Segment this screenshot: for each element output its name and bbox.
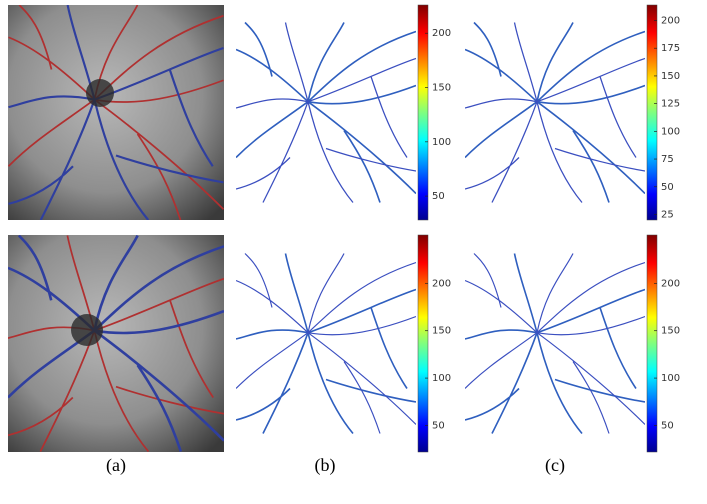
vessel-map xyxy=(236,235,416,452)
colorbar-tick-label: 50 xyxy=(661,420,674,431)
colorbar-tick-label: 125 xyxy=(661,99,680,110)
colorbar xyxy=(417,234,429,453)
panel-label: (c) xyxy=(545,455,565,476)
vessel-map xyxy=(236,5,416,220)
fundus-image xyxy=(8,5,224,220)
colorbar-tick-label: 75 xyxy=(661,154,674,165)
colorbar-tick-label: 200 xyxy=(432,278,451,289)
colorbar-tick-label: 100 xyxy=(661,373,680,384)
colorbar-tick-label: 50 xyxy=(432,191,445,202)
colorbar xyxy=(646,4,658,221)
panel-label: (a) xyxy=(106,455,126,476)
colorbar-tick-label: 200 xyxy=(432,28,451,39)
colorbar-tick-label: 150 xyxy=(661,326,680,337)
vessel-map xyxy=(465,235,645,452)
fundus-image xyxy=(8,235,224,452)
panel-label: (b) xyxy=(315,455,336,476)
colorbar-tick-label: 150 xyxy=(432,326,451,337)
colorbar-tick-label: 50 xyxy=(661,182,674,193)
colorbar-tick-label: 100 xyxy=(661,126,680,137)
colorbar-tick-label: 100 xyxy=(432,373,451,384)
colorbar-tick-label: 100 xyxy=(432,137,451,148)
colorbar-tick-label: 200 xyxy=(661,278,680,289)
colorbar-tick-label: 50 xyxy=(432,420,445,431)
colorbar-tick-label: 200 xyxy=(661,16,680,27)
colorbar-tick-label: 150 xyxy=(661,71,680,82)
colorbar-tick-label: 175 xyxy=(661,43,680,54)
vessel-map xyxy=(465,5,645,220)
colorbar xyxy=(646,234,658,453)
colorbar xyxy=(417,4,429,221)
colorbar-tick-label: 150 xyxy=(432,83,451,94)
colorbar-tick-label: 25 xyxy=(661,209,674,220)
